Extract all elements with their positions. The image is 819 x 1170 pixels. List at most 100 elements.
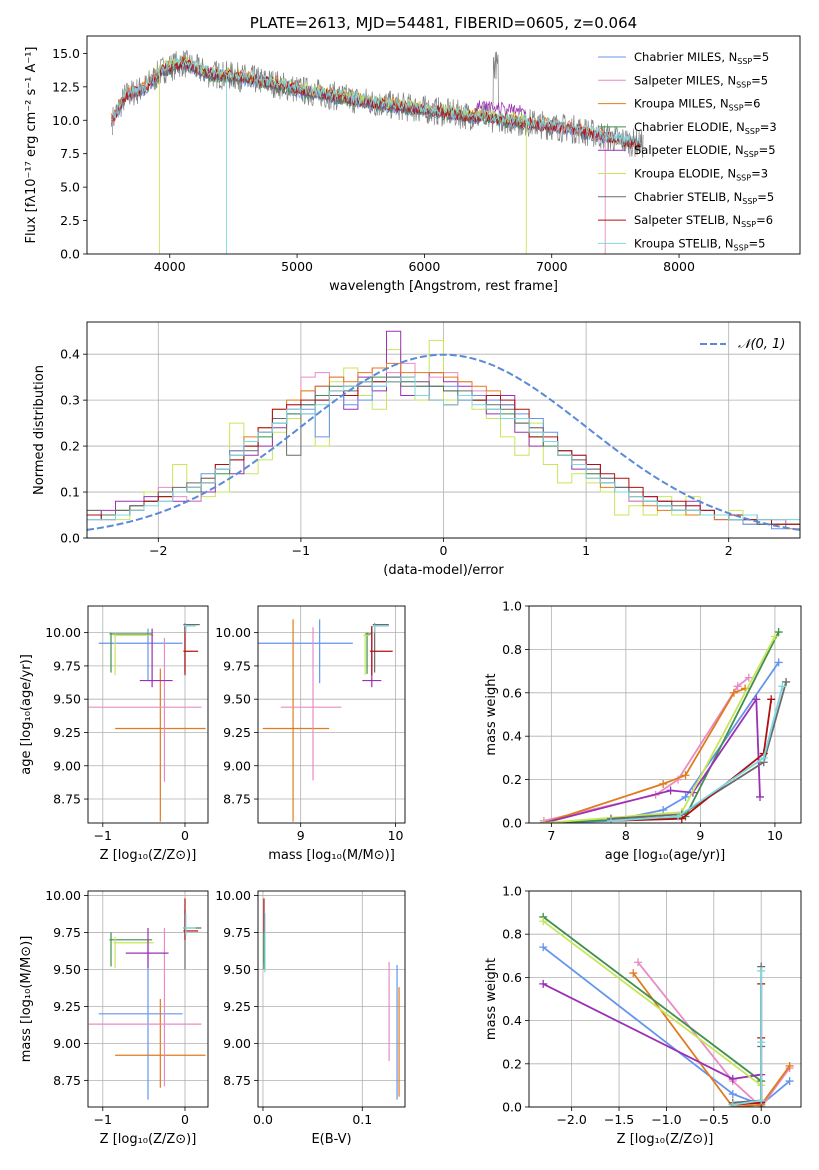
mass-weight-line-salpeter_miles bbox=[637, 961, 791, 1107]
plot-area bbox=[88, 898, 206, 1100]
y-tick-label: 9.25 bbox=[223, 999, 251, 1014]
y-tick-label: 0.0 bbox=[60, 531, 80, 546]
x-axis-label: age [log₁₀(age/yr)] bbox=[605, 848, 726, 863]
y-tick-label: 8.75 bbox=[223, 792, 251, 807]
mass-weight-marker-chabrier_elodie bbox=[774, 628, 783, 637]
mass-weight-marker-salpeter_elodie bbox=[539, 979, 548, 988]
y-axis-label: Normed distribution bbox=[32, 365, 47, 495]
y-axis-label: age [log₁₀(age/yr)] bbox=[19, 654, 34, 775]
mass-weight-marker-kroupa_elodie bbox=[539, 819, 548, 823]
x-tick-label: 8 bbox=[622, 828, 630, 843]
y-tick-label: 8.75 bbox=[223, 1073, 251, 1088]
age-vs-metallicity-panel: −1 0 8.75 9.00 9.25 9.50 9.75 10.00 Z [log₁₀(Z/Z… bbox=[19, 605, 209, 863]
y-tick-label: 10.00 bbox=[215, 625, 251, 640]
x-tick-label: −1 bbox=[94, 828, 112, 843]
mass-weight-marker-chabrier_miles bbox=[539, 943, 548, 952]
y-tick-label: 1.0 bbox=[502, 884, 522, 899]
y-tick-label: 10.00 bbox=[215, 888, 251, 903]
x-axis-label: mass [log₁₀(M/M⊙)] bbox=[268, 848, 395, 863]
x-tick-label: −1.5 bbox=[604, 1112, 634, 1127]
axes-frame bbox=[257, 605, 406, 824]
x-tick-label: 4000 bbox=[154, 259, 186, 274]
y-tick-label: 10.00 bbox=[45, 888, 81, 903]
mass-weight-marker-kroupa_miles bbox=[681, 771, 690, 780]
mass-weight-marker-kroupa_stelib bbox=[757, 1038, 766, 1047]
mass-vs-ebv-panel: 0.0 0.1 8.75 9.00 9.25 9.50 9.75 10.00 E(B-V) bbox=[215, 888, 406, 1147]
axes-frame bbox=[87, 605, 209, 824]
y-tick-label: 10.0 bbox=[52, 113, 80, 128]
y-axis-label: mass [log₁₀(M/M⊙)] bbox=[19, 936, 34, 1063]
chart-title: PLATE=2613, MJD=54481, FIBERID=0605, z=0… bbox=[250, 14, 637, 32]
mass-weight-line-chabrier_stelib bbox=[610, 681, 787, 820]
mass-weight-marker-salpeter_stelib bbox=[767, 695, 776, 704]
axes-frame bbox=[87, 890, 209, 1108]
legend-label-kroupa_elodie: Kroupa ELODIE, NSSP=3 bbox=[634, 167, 768, 183]
legend-label-salpeter_stelib: Salpeter STELIB, NSSP=6 bbox=[634, 213, 773, 229]
legend-label-salpeter_miles: Salpeter MILES, NSSP=5 bbox=[634, 73, 768, 89]
y-tick-label: 0.2 bbox=[502, 1056, 522, 1071]
x-tick-label: −1 bbox=[292, 543, 310, 558]
y-tick-label: 9.50 bbox=[223, 692, 251, 707]
y-tick-label: 0.0 bbox=[502, 816, 522, 831]
mass-weight-marker-chabrier_miles bbox=[659, 805, 668, 814]
x-axis-label: Z [log₁₀(Z/Z⊙)] bbox=[100, 848, 197, 863]
x-tick-label: 10 bbox=[767, 828, 783, 843]
histogram-step-kroupa_elodie bbox=[87, 339, 800, 525]
x-tick-label: −1 bbox=[94, 1112, 112, 1127]
y-tick-label: 0.6 bbox=[502, 970, 522, 985]
y-tick-label: 9.25 bbox=[223, 725, 251, 740]
y-tick-label: 0.6 bbox=[502, 685, 522, 700]
x-tick-label: −0.5 bbox=[699, 1112, 729, 1127]
y-axis-label: mass weight bbox=[484, 673, 499, 755]
y-tick-label: 2.5 bbox=[60, 213, 80, 228]
residual-histogram-panel: −2 −1 0 1 2 0.0 0.1 0.2 0.3 0.4 (data-model)/error… bbox=[32, 321, 801, 578]
plot-area bbox=[263, 898, 400, 1100]
mass-weight-marker-kroupa_elodie bbox=[770, 632, 779, 641]
y-tick-label: 9.50 bbox=[53, 692, 81, 707]
x-tick-label: 7000 bbox=[536, 259, 568, 274]
x-axis-label: (data-model)/error bbox=[383, 563, 504, 578]
mass-weight-marker-salpeter_elodie bbox=[666, 786, 675, 795]
mass-weight-marker-kroupa_elodie bbox=[539, 917, 548, 926]
x-tick-label: −2.0 bbox=[556, 1112, 586, 1127]
mass-weight-marker-kroupa_stelib bbox=[674, 812, 683, 821]
x-axis-label: wavelength [Angstrom, rest frame] bbox=[329, 279, 558, 294]
axes-frame bbox=[528, 605, 802, 824]
x-tick-label: 1 bbox=[582, 543, 590, 558]
mass-weight-marker-kroupa_miles bbox=[729, 688, 738, 697]
mass-weight-line-kroupa_stelib bbox=[610, 686, 784, 822]
mass-weight-marker-kroupa_stelib bbox=[759, 753, 768, 762]
plot-area bbox=[87, 330, 800, 531]
y-tick-label: 9.00 bbox=[53, 1036, 81, 1051]
mass-weight-marker-kroupa_stelib bbox=[757, 1096, 766, 1105]
mass-weight-marker-chabrier_miles bbox=[681, 792, 690, 801]
x-tick-label: 0.0 bbox=[751, 1112, 771, 1127]
legend-label-chabrier_stelib: Chabrier STELIB, NSSP=5 bbox=[634, 190, 774, 206]
x-tick-label: 0 bbox=[440, 543, 448, 558]
x-axis-label: Z [log₁₀(Z/Z⊙)] bbox=[617, 1132, 714, 1147]
x-tick-label: 6000 bbox=[408, 259, 440, 274]
y-tick-label: 9.75 bbox=[223, 658, 251, 673]
plot-area bbox=[539, 912, 794, 1107]
mass-weight-marker-chabrier_miles bbox=[728, 1090, 737, 1099]
mass-weight-marker-kroupa_stelib bbox=[606, 816, 615, 823]
mass-weight-marker-salpeter_miles bbox=[744, 673, 753, 682]
axes-frame bbox=[86, 35, 801, 255]
y-tick-label: 9.25 bbox=[53, 999, 81, 1014]
mass-weight-marker-kroupa_stelib bbox=[778, 682, 787, 691]
axes-frame bbox=[86, 321, 801, 539]
x-tick-label: 0.0 bbox=[253, 1112, 273, 1127]
y-tick-label: 1.0 bbox=[502, 599, 522, 614]
plot-area bbox=[258, 619, 393, 822]
y-tick-label: 0.4 bbox=[60, 347, 80, 362]
x-tick-label: 10 bbox=[388, 828, 404, 843]
legend-label-chabrier_miles: Chabrier MILES, NSSP=5 bbox=[634, 50, 769, 66]
legend-label-kroupa_stelib: Kroupa STELIB, NSSP=5 bbox=[634, 236, 765, 252]
y-tick-label: 0.3 bbox=[60, 393, 80, 408]
mass-weight-vs-metallicity-panel: −2.0 −1.5 −1.0 −0.5 0.0 0.0 0.2 0.4 0.6 0.8 1.0 Z [… bbox=[484, 884, 802, 1147]
y-tick-label: 0.0 bbox=[60, 247, 80, 262]
y-tick-label: 9.00 bbox=[223, 1036, 251, 1051]
mass-weight-marker-salpeter_elodie bbox=[728, 1074, 737, 1083]
x-tick-label: 2 bbox=[725, 543, 733, 558]
x-axis-label: E(B-V) bbox=[311, 1132, 351, 1147]
